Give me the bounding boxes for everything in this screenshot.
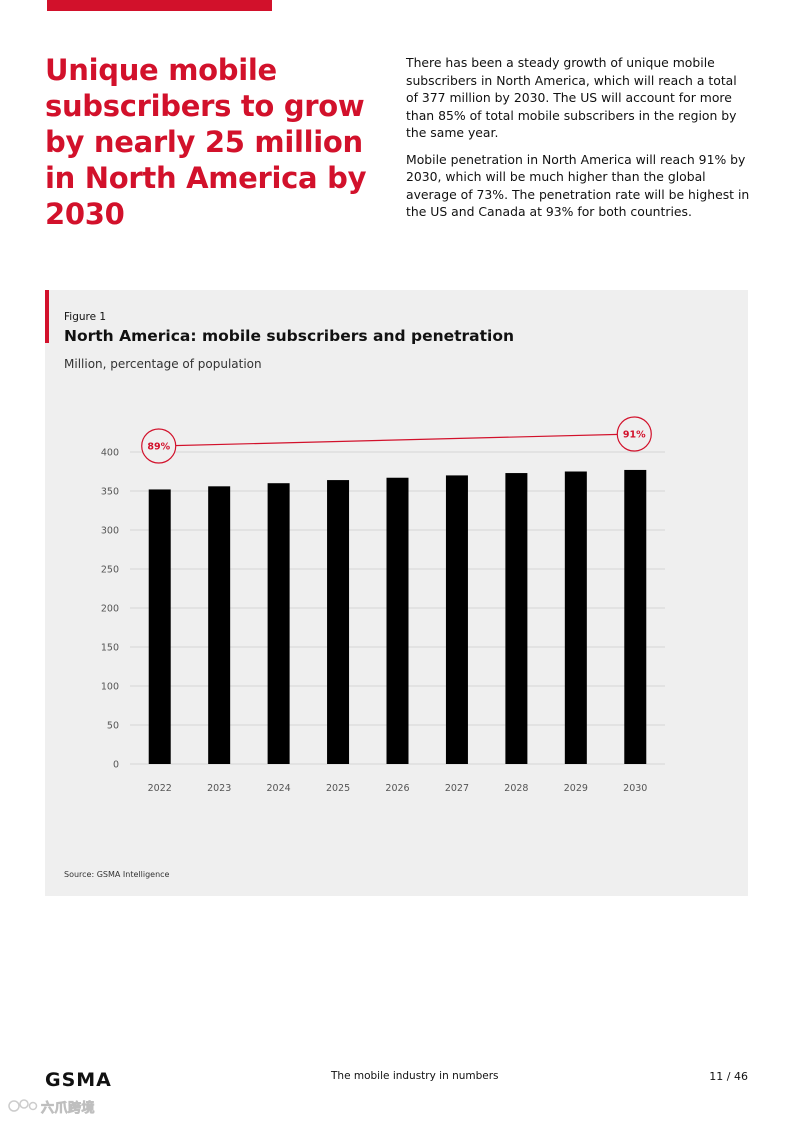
y-tick-label: 50 [107,721,119,732]
figure-label: Figure 1 [64,311,107,323]
intro-paragraph-1: There has been a steady growth of unique… [406,55,737,140]
bar-2023 [208,486,231,764]
penetration-marker [616,416,652,452]
bar-2027 [445,475,468,764]
bar-2029 [564,471,587,764]
watermark: 六爪跨境 [8,1096,95,1116]
figure-subtitle: Million, percentage of population [64,357,262,371]
y-tick-label: 0 [113,760,119,771]
x-tick-label: 2030 [623,783,647,794]
gsma-logo-text: GSMA [45,1069,112,1090]
footer-title: The mobile industry in numbers [331,1070,499,1082]
y-tick-label: 200 [101,604,119,615]
penetration-line [158,433,635,447]
x-tick-label: 2025 [326,783,350,794]
y-tick-label: 400 [101,448,119,459]
y-tick-label: 150 [101,643,119,654]
watermark-text: 六爪跨境 [41,1100,96,1116]
penetration-label: 89% [147,442,170,453]
gsma-logo: GSMA [45,1069,112,1090]
intro-text: There has been a steady growth of unique… [406,54,751,230]
figure-panel: 0 50 100 150 200 250 300 350 400 2022 2023 2024 2025… [45,290,748,896]
intro-paragraph-2: Mobile penetration in North America will… [406,151,750,220]
x-tick-label: 2029 [564,783,588,794]
page-number: 11 / 46 [709,1070,748,1083]
x-tick-label: 2023 [207,783,231,794]
figure-source: Source: GSMA Intelligence [64,870,170,879]
figure-title: North America: mobile subscribers and pe… [64,327,515,345]
x-tick-label: 2024 [267,783,291,794]
penetration-marker [141,428,177,464]
bar-2022 [148,489,171,764]
y-tick-label: 100 [101,682,119,693]
top-accent-bar [47,0,272,11]
bar-2028 [505,473,528,764]
figure-accent-bar [45,290,49,343]
y-tick-label: 300 [101,526,119,537]
x-tick-label: 2027 [445,783,469,794]
penetration-label: 91% [623,430,646,441]
bar-2026 [386,477,409,764]
x-tick-label: 2028 [504,783,528,794]
page-headline: Unique mobile subscribers to grow by nea… [45,53,367,231]
bar-2024 [267,483,290,764]
x-tick-label: 2022 [148,783,172,794]
chart: 0 50 100 150 200 250 300 350 400 2022 2023 2024 2025… [101,416,665,794]
x-tick-label: 2026 [385,783,409,794]
y-tick-label: 350 [101,487,119,498]
bar-2030 [624,469,647,764]
y-tick-label: 250 [101,565,119,576]
bar-2025 [327,480,350,764]
watermark-claw-icon [8,1099,38,1112]
